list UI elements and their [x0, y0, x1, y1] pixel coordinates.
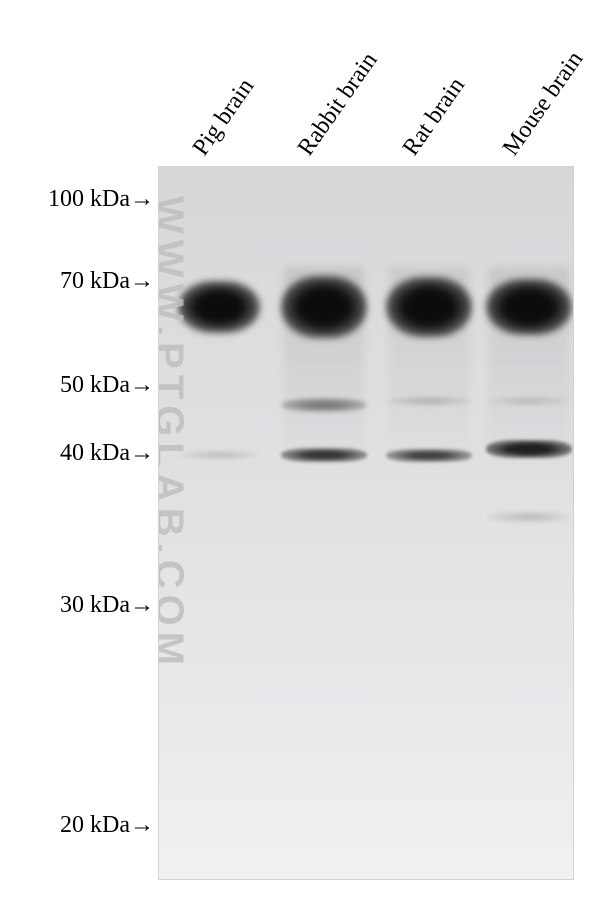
mw-marker: 50 kDa→: [60, 372, 154, 399]
mw-marker: 100 kDa→: [48, 186, 154, 213]
band: [178, 450, 260, 460]
band: [386, 449, 472, 462]
lane-label-mouse: Mouse brain: [498, 47, 589, 161]
lane-label-pig: Pig brain: [188, 74, 260, 161]
band: [486, 279, 572, 335]
mw-marker: 30 kDa→: [60, 592, 154, 619]
band: [386, 277, 472, 337]
mw-marker: 70 kDa→: [60, 268, 154, 295]
band: [281, 398, 367, 412]
lane-label-rat: Rat brain: [398, 73, 471, 161]
band: [281, 448, 367, 462]
band: [386, 396, 472, 406]
blot-panel: WWW.PTGLAB.COM: [158, 166, 574, 880]
band: [178, 281, 260, 333]
band: [486, 396, 572, 406]
band: [486, 511, 572, 523]
mw-marker: 40 kDa→: [60, 440, 154, 467]
band: [281, 276, 367, 338]
lane-label-rabbit: Rabbit brain: [293, 48, 384, 161]
band: [486, 440, 572, 458]
mw-marker: 20 kDa→: [60, 812, 154, 839]
western-blot-figure: 100 kDa→ 70 kDa→ 50 kDa→ 40 kDa→ 30 kDa→ 20 k…: [0, 0, 600, 900]
